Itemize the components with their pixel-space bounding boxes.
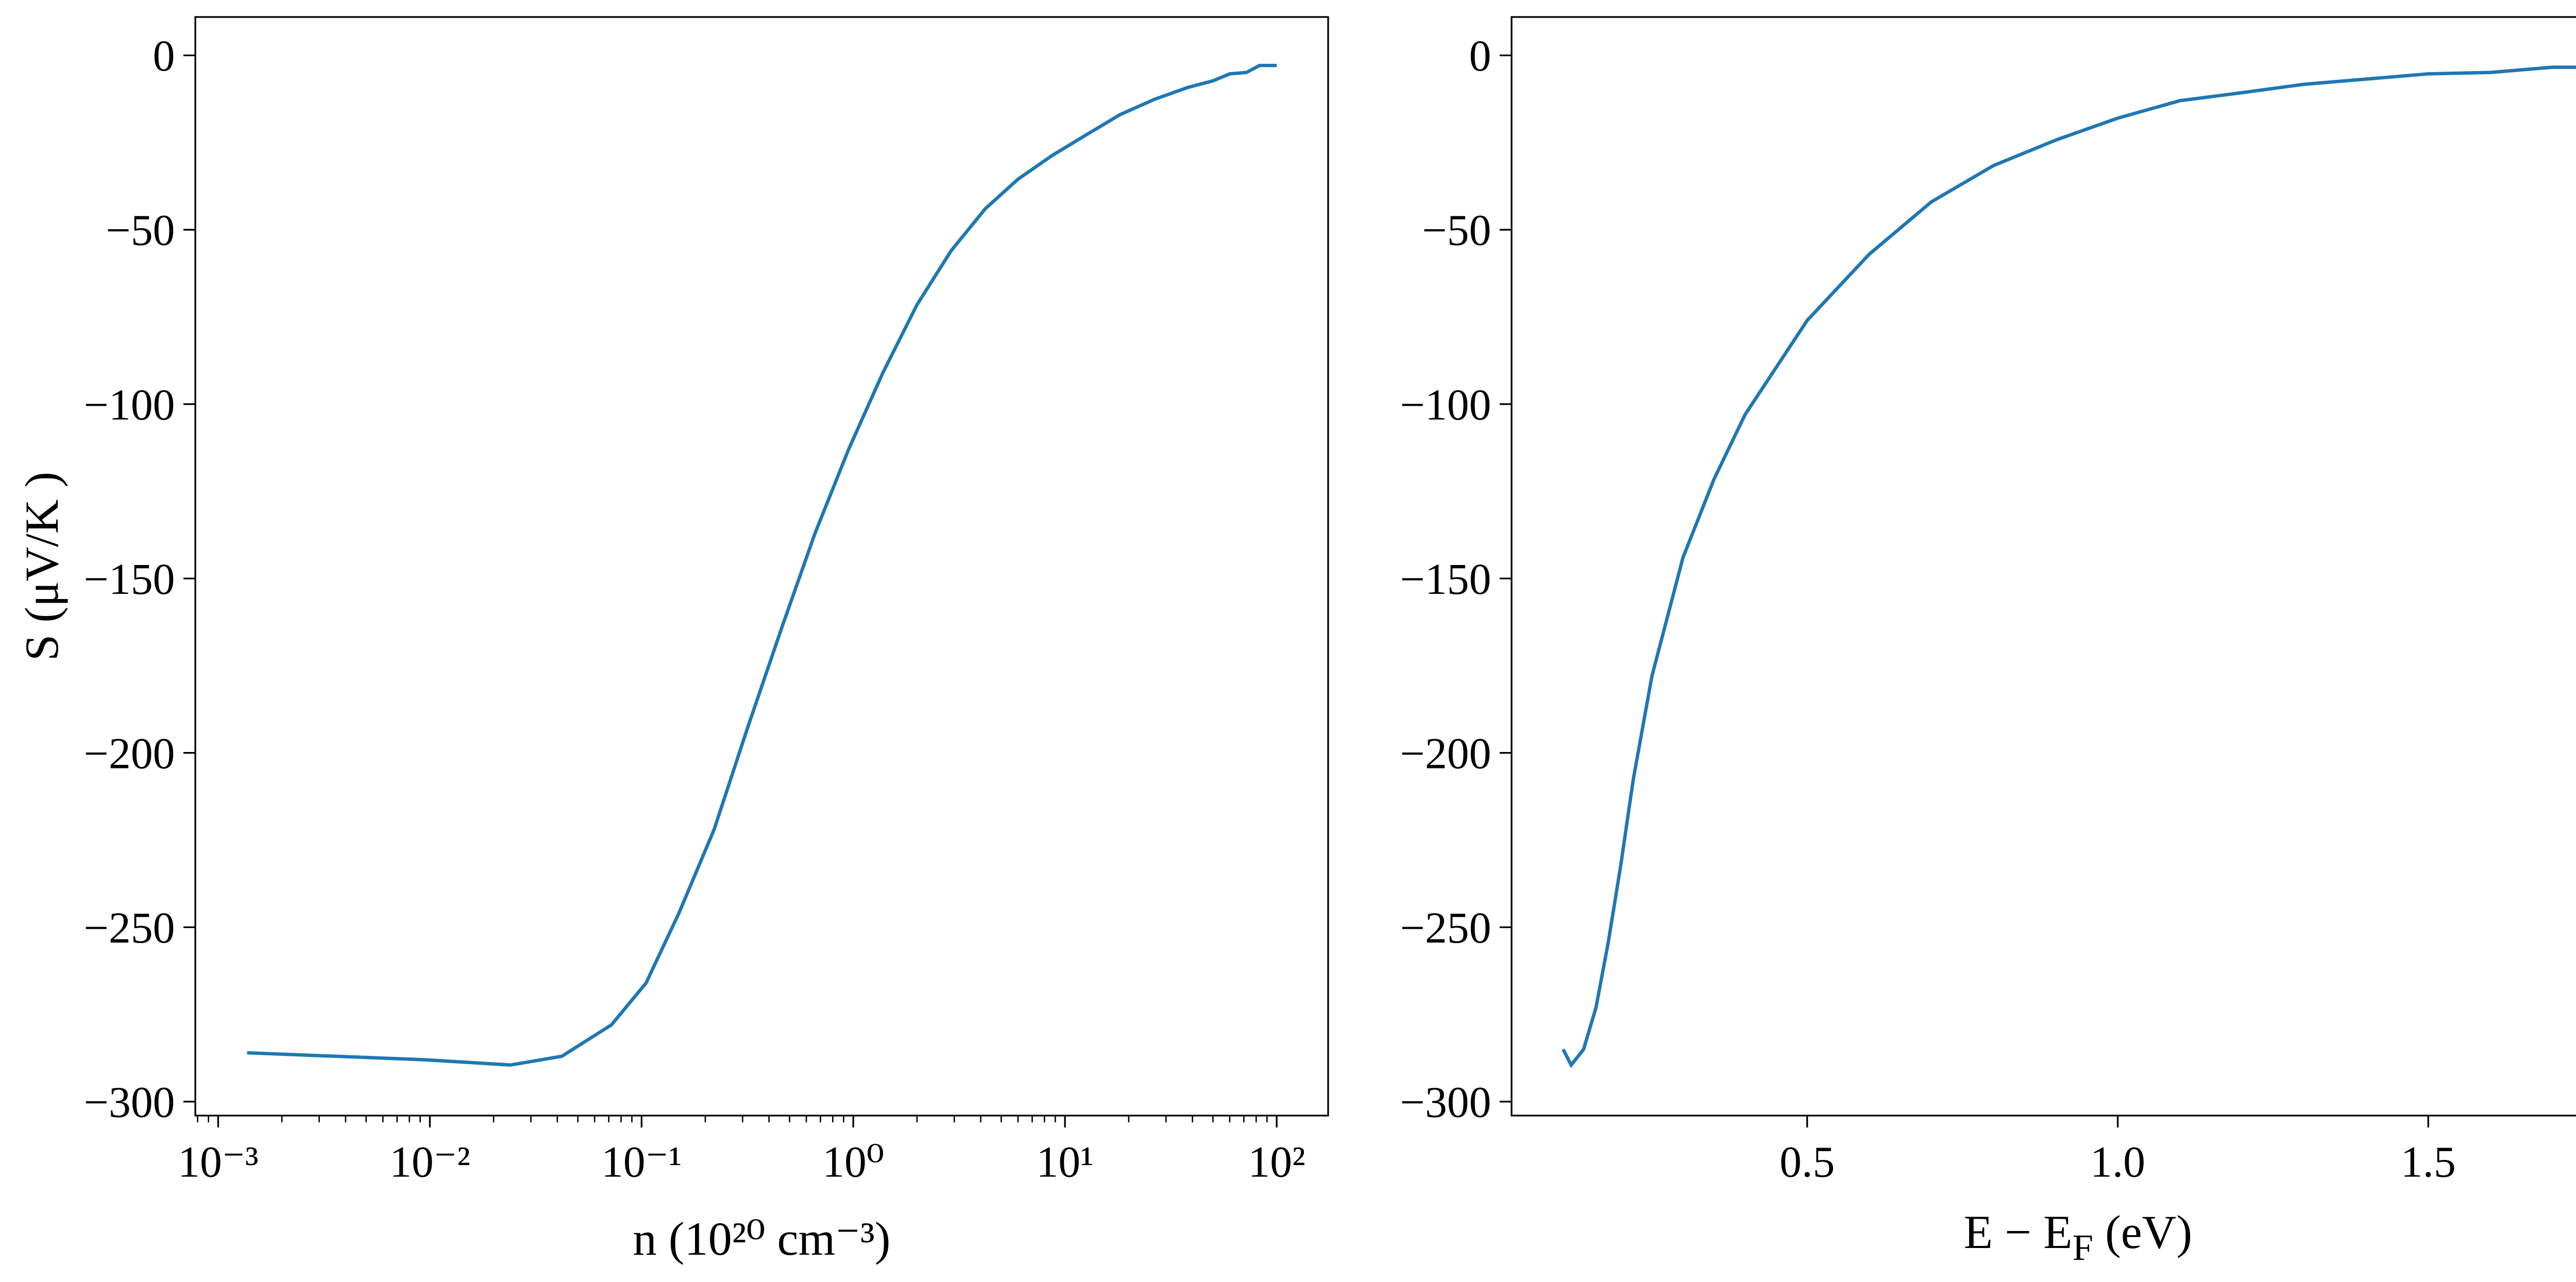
- x-axis-label-part: F: [2073, 1226, 2093, 1268]
- y-tick-label: −100: [1400, 380, 1491, 429]
- y-tick-label: 0: [153, 31, 175, 80]
- y-tick-label: −300: [1400, 1078, 1491, 1126]
- y-tick-label: −300: [84, 1078, 175, 1126]
- x-axis-label-part: (eV): [2093, 1206, 2192, 1258]
- data-line: [247, 63, 1277, 1067]
- data-line: [1562, 65, 2576, 1068]
- x-axis-label: E − EF (eV): [1964, 1206, 2192, 1268]
- y-tick-label: −250: [1400, 903, 1491, 952]
- y-tick-label: −150: [84, 555, 175, 604]
- x-tick-label: 10⁰: [822, 1138, 884, 1187]
- x-tick-label: 1.5: [2401, 1138, 2456, 1187]
- y-tick-label: −200: [84, 729, 175, 778]
- x-tick-label: 10¹: [1036, 1138, 1093, 1187]
- x-tick-label: 1.0: [2090, 1138, 2145, 1187]
- y-tick-label: −50: [1422, 206, 1491, 255]
- x-axis-label: n (10²⁰ cm⁻³): [633, 1212, 891, 1265]
- y-tick-label: −100: [84, 380, 175, 429]
- y-tick-label: 0: [1469, 31, 1492, 80]
- y-axis-label: S (μV/K ): [15, 472, 68, 661]
- y-tick-label: −250: [84, 903, 175, 952]
- y-tick-label: −50: [106, 206, 175, 255]
- x-tick-label: 10⁻¹: [601, 1138, 682, 1187]
- x-tick-label: 10²: [1248, 1138, 1305, 1187]
- x-tick-label: 10⁻³: [178, 1138, 259, 1187]
- x-tick-label: 0.5: [1780, 1138, 1835, 1187]
- y-tick-label: −200: [1400, 729, 1491, 778]
- x-axis-label-part: E − E: [1964, 1206, 2073, 1258]
- y-tick-label: −150: [1400, 555, 1491, 604]
- axes-frame: [1511, 16, 2576, 1117]
- axes-frame: [194, 16, 1329, 1117]
- x-tick-label: 10⁻²: [389, 1138, 470, 1187]
